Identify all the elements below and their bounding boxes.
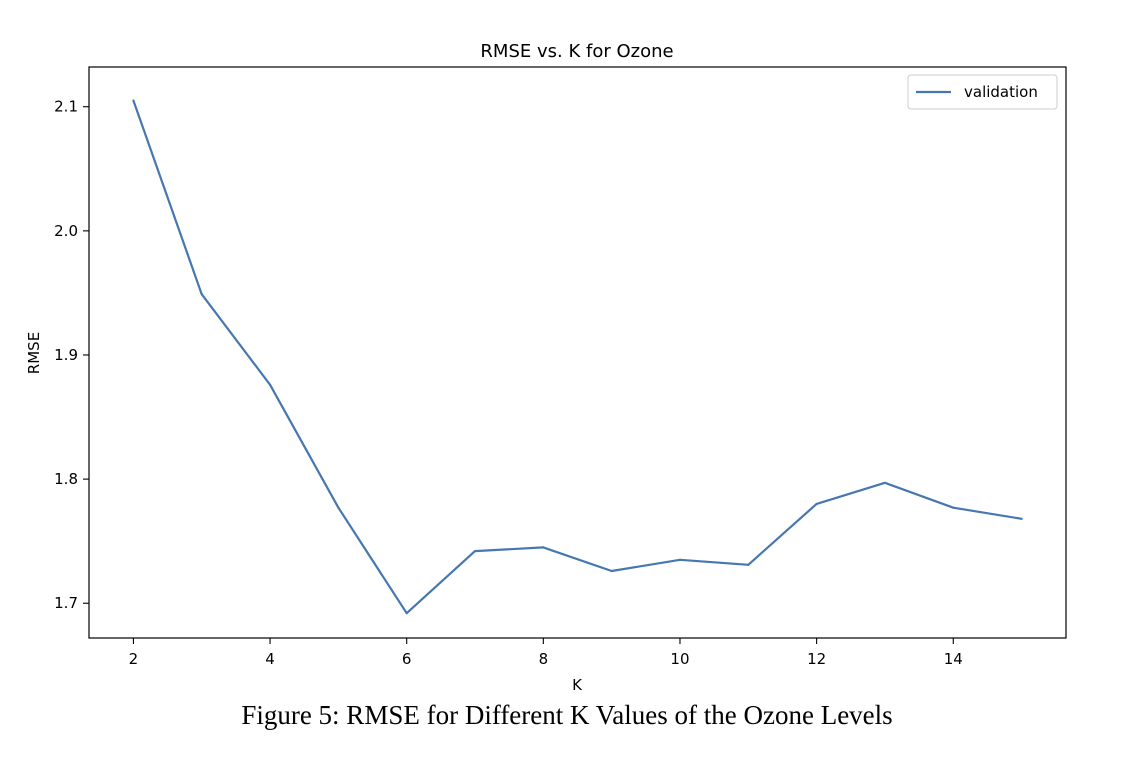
plot-frame — [88, 66, 1067, 639]
x-axis-title: K — [572, 676, 583, 694]
data-point — [132, 99, 135, 102]
legend: validation — [907, 74, 1058, 110]
x-tick-label: 10 — [670, 650, 689, 668]
data-point — [1020, 517, 1023, 520]
data-point — [200, 293, 203, 296]
data-point — [952, 506, 955, 509]
line-chart: RMSE vs. K for Ozone 2 4 6 8 10 12 14 1.7 1.8 1.9… — [25, 41, 1067, 694]
legend-frame — [907, 74, 1058, 110]
x-tick-label: 6 — [402, 650, 412, 668]
data-point — [883, 481, 887, 484]
chart-title: RMSE vs. K for Ozone — [480, 41, 673, 62]
data-point — [268, 383, 272, 386]
y-tick-label: 2.0 — [54, 222, 78, 240]
data-point — [678, 558, 682, 561]
y-tick-label: 1.9 — [54, 346, 78, 364]
data-point — [473, 550, 477, 553]
data-point — [405, 612, 408, 615]
x-tick-label: 2 — [129, 650, 139, 668]
data-point — [815, 502, 818, 506]
x-tick-label: 8 — [539, 650, 549, 668]
legend-label-validation: validation — [964, 83, 1038, 101]
series-line-validation — [132, 100, 1022, 615]
x-tick-label: 4 — [265, 650, 275, 668]
y-tick-label: 1.8 — [54, 470, 78, 488]
y-axis-title: RMSE — [25, 332, 43, 374]
x-tick-label: 14 — [944, 650, 963, 668]
y-tick-label: 1.7 — [54, 594, 78, 612]
y-tick-label: 2.1 — [54, 98, 78, 116]
data-point — [747, 563, 750, 566]
data-point — [337, 506, 340, 509]
data-point — [610, 569, 613, 573]
figure-caption: Figure 5: RMSE for Different K Values of… — [241, 700, 893, 730]
data-point — [542, 546, 545, 549]
x-tick-label: 12 — [807, 650, 826, 668]
